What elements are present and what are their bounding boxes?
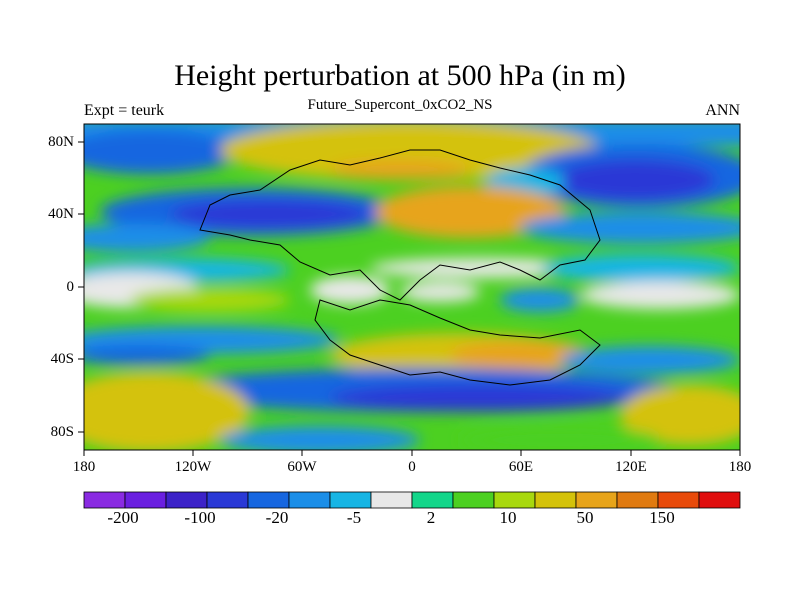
x-tick-label: 180 (728, 459, 752, 475)
plot-subtitle: Future_Supercont_0xCO2_NS (307, 97, 493, 113)
colorbar-label: 150 (649, 508, 675, 527)
colorbar-swatch (616, 491, 659, 509)
x-tick-label: 180 (72, 459, 96, 475)
y-tick-label: 0 (66, 279, 75, 295)
x-tick-label: 60E (508, 459, 534, 475)
y-tick-label: 80N (48, 134, 74, 150)
colorbar-swatch (411, 491, 454, 509)
colorbar-swatch (370, 491, 413, 509)
colorbar-label: -20 (265, 508, 289, 527)
colorbar-label: 2 (426, 508, 436, 527)
colorbar-swatch (247, 491, 290, 509)
colorbar-swatch (657, 491, 700, 509)
y-tick-label: 40N (48, 206, 74, 222)
colorbar-label: -200 (107, 508, 139, 527)
x-tick-label: 0 (408, 459, 416, 475)
x-tick-label: 120W (174, 459, 212, 475)
contour-fill-field (84, 124, 740, 450)
colorbar-swatch (329, 491, 372, 509)
colorbar-swatch (288, 491, 331, 509)
colorbar-swatch (83, 491, 126, 509)
y-tick-label: 40S (50, 351, 74, 367)
continent-outline-north (199, 149, 601, 301)
colorbar-swatch (452, 491, 495, 509)
colorbar-label: -100 (184, 508, 216, 527)
colorbar-label: 10 (499, 508, 517, 527)
x-tick-label: 60W (287, 459, 317, 475)
colorbar-label: 50 (576, 508, 594, 527)
x-tick-label: 120E (615, 459, 647, 475)
continent-outline-south (314, 299, 601, 386)
colorbar-label: -5 (346, 508, 362, 527)
colorbar-swatch (534, 491, 577, 509)
colorbar-swatch (165, 491, 208, 509)
experiment-label: Expt = teurk (84, 102, 165, 119)
plot-title: Height perturbation at 500 hPa (in m) (174, 59, 626, 92)
axis-tick-marks (78, 141, 741, 456)
colorbar-swatch (493, 491, 536, 509)
colorbar-swatch (698, 491, 741, 509)
colorbar-swatch (206, 491, 249, 509)
y-tick-label: 80S (50, 424, 74, 440)
colorbar-swatch (124, 491, 167, 509)
season-label: ANN (705, 102, 740, 119)
colorbar-swatch (575, 491, 618, 509)
